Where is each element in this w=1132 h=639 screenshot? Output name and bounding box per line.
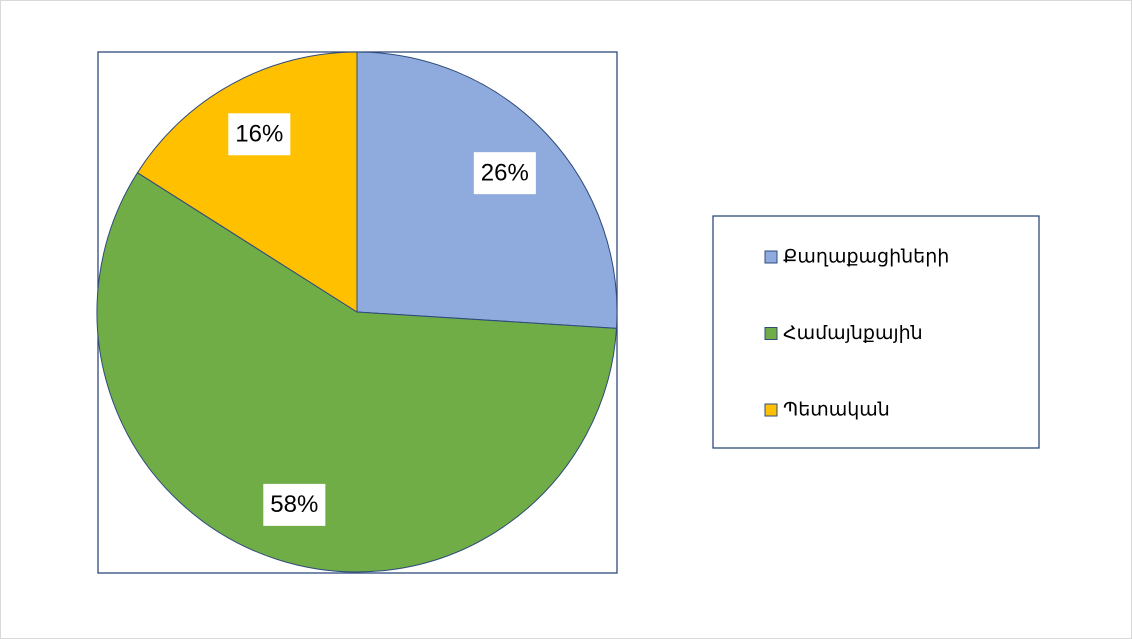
label-background (263, 483, 326, 526)
legend-label: Պետական (783, 399, 890, 421)
label-background (228, 113, 291, 156)
label-background (473, 152, 536, 195)
data-label: 16% (235, 121, 283, 148)
legend-label: Քաղաքացիների (783, 246, 949, 268)
data-label: 26% (481, 160, 529, 187)
legend-swatch (764, 403, 778, 417)
labels: 26% 58% 16% (228, 113, 536, 526)
legend-label: Համայնքային (783, 322, 923, 344)
data-label: 58% (270, 491, 318, 518)
legend: Քաղաքացիների Համայնքային Պետական (712, 215, 1040, 449)
pie-slice (96, 171, 618, 573)
legend-swatch (764, 250, 778, 264)
legend-swatch (764, 327, 778, 340)
pie-slice (136, 51, 358, 313)
slices (96, 51, 618, 573)
